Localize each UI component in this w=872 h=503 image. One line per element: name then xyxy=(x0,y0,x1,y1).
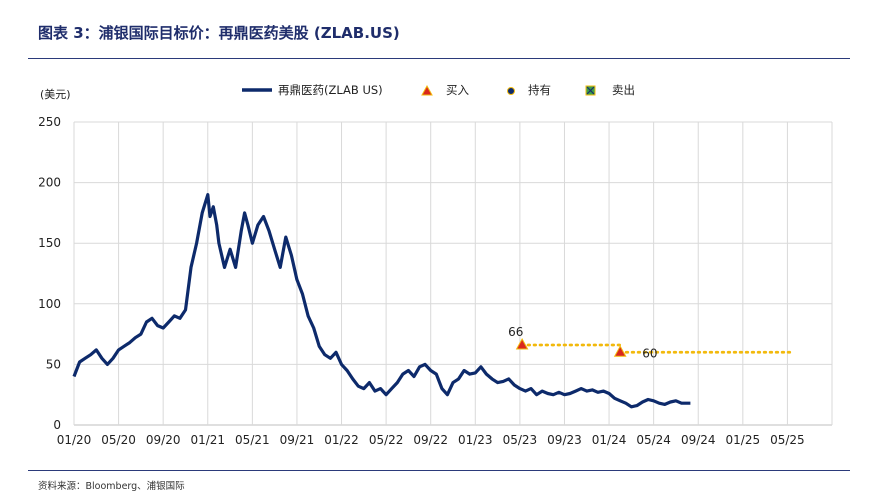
x-tick-label: 01/22 xyxy=(324,433,359,447)
target-price-label: 60 xyxy=(642,346,657,360)
x-axis-ticks: 01/20 05/20 09/20 01/21 05/21 09/21 01/22 05/22… xyxy=(57,433,805,447)
source-note: 资料来源：Bloomberg、浦银国际 xyxy=(38,481,185,492)
title-divider xyxy=(28,58,850,59)
legend-hold-label: 持有 xyxy=(528,83,551,97)
buy-marker xyxy=(515,337,529,350)
x-tick-label: 05/25 xyxy=(770,433,805,447)
legend-sell-cross xyxy=(586,86,595,95)
x-tick-label: 09/22 xyxy=(413,433,448,447)
grid-lines xyxy=(73,121,833,426)
x-tick-label: 01/24 xyxy=(592,433,627,447)
y-tick-label: 50 xyxy=(46,357,61,371)
y-tick-label: 100 xyxy=(38,297,61,311)
x-tick-label: 05/24 xyxy=(636,433,671,447)
y-tick-label: 0 xyxy=(53,418,61,432)
x-tick-label: 05/22 xyxy=(369,433,404,447)
target-price-label: 66 xyxy=(508,325,523,339)
x-tick-label: 09/23 xyxy=(547,433,582,447)
legend: 再鼎医药(ZLAB US) 买入 持有 卖出 xyxy=(242,83,635,97)
x-tick-label: 09/21 xyxy=(280,433,315,447)
y-tick-label: 150 xyxy=(38,236,61,250)
legend-buy-label: 买入 xyxy=(446,83,469,97)
price-series-line xyxy=(72,193,691,409)
x-tick-label: 01/23 xyxy=(458,433,493,447)
x-tick-label: 01/21 xyxy=(190,433,225,447)
chart-title: 图表 3：浦银国际目标价：再鼎医药美股 (ZLAB.US) xyxy=(38,24,400,42)
footer-divider xyxy=(28,470,850,471)
target-price-lines xyxy=(520,343,795,354)
legend-hold-marker xyxy=(507,87,515,95)
x-tick-label: 05/21 xyxy=(235,433,270,447)
rating-markers: 66 60 xyxy=(508,325,657,360)
x-tick-label: 09/24 xyxy=(681,433,716,447)
legend-buy-marker xyxy=(421,84,433,96)
x-tick-label: 01/20 xyxy=(57,433,92,447)
x-tick-label: 05/20 xyxy=(101,433,136,447)
x-tick-label: 05/23 xyxy=(503,433,538,447)
x-tick-label: 01/25 xyxy=(726,433,761,447)
x-tick-label: 09/20 xyxy=(146,433,181,447)
legend-sell-label: 卖出 xyxy=(612,83,635,97)
y-axis-label: (美元) xyxy=(40,88,71,101)
y-tick-label: 200 xyxy=(38,176,61,190)
y-tick-label: 250 xyxy=(38,115,61,129)
buy-marker xyxy=(613,345,627,357)
y-axis-ticks: 0 50 100 150 200 250 xyxy=(38,115,61,432)
legend-series-label: 再鼎医药(ZLAB US) xyxy=(278,83,383,97)
